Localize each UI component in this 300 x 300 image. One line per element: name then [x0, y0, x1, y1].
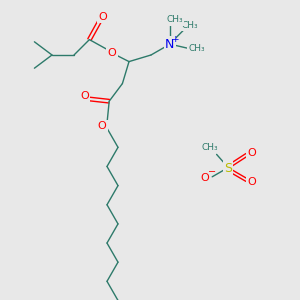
Text: O: O — [80, 91, 89, 101]
Text: CH₃: CH₃ — [201, 143, 218, 152]
Text: O: O — [108, 48, 117, 58]
Text: O: O — [98, 12, 107, 22]
Text: CH₃: CH₃ — [182, 21, 198, 30]
Text: CH₃: CH₃ — [188, 44, 205, 53]
Text: O: O — [98, 121, 106, 131]
Text: +: + — [171, 34, 178, 43]
Text: N: N — [165, 38, 174, 50]
Text: O: O — [247, 177, 256, 187]
Text: O: O — [201, 173, 210, 183]
Text: S: S — [224, 161, 232, 175]
Text: −: − — [208, 167, 216, 177]
Text: O: O — [247, 148, 256, 158]
Text: CH₃: CH₃ — [167, 16, 183, 25]
